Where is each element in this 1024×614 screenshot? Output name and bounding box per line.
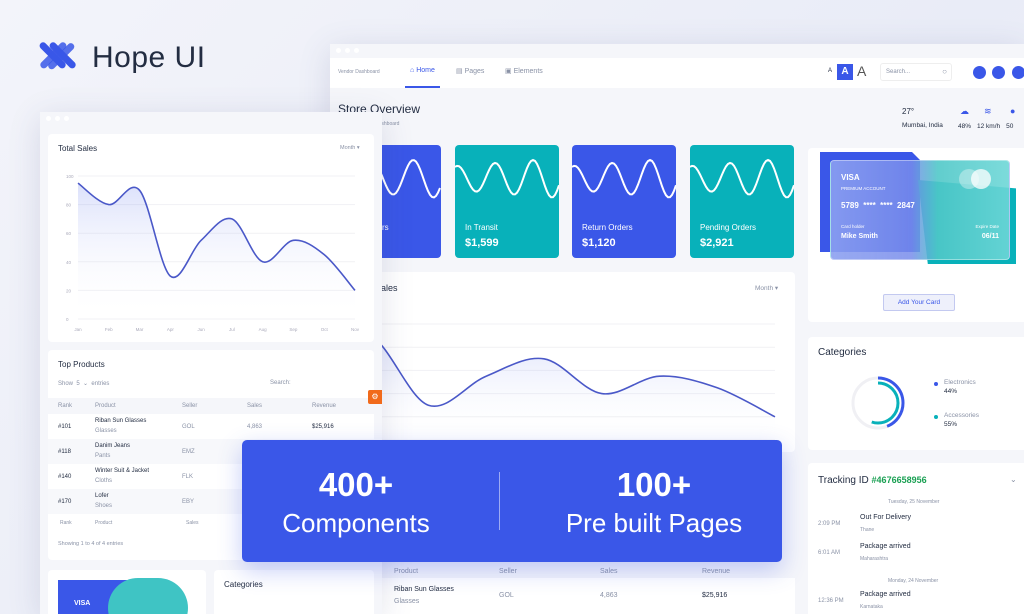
credit-card-panel: VISA PREMIUM ACCOUNT 5789 **** **** 2847… <box>808 148 1024 322</box>
font-small-button[interactable]: A <box>828 68 833 74</box>
font-medium-button[interactable]: A <box>837 64 853 80</box>
top-nav: Vendor Dashboard ⌂ Home ▤ Pages ▣ Elemen… <box>330 58 1024 88</box>
y-tick-label: 100 <box>66 174 74 179</box>
table-search[interactable]: Search: <box>270 380 291 386</box>
card-chip-icon <box>971 169 991 189</box>
settings-gear-button[interactable]: ⚙ <box>368 390 382 404</box>
x-tick-label: Apr <box>167 327 175 332</box>
feature-banner: 400+ Components 100+ Pre built Pages <box>242 440 782 562</box>
sales-chart <box>375 323 776 441</box>
page-subtitle: Dashboard <box>375 121 400 127</box>
cloud-icon: ☁ <box>960 106 969 116</box>
sales-title: ales <box>381 283 398 293</box>
user-icon[interactable] <box>992 66 1005 79</box>
x-tick-label: Feb <box>105 327 113 332</box>
nav-elements[interactable]: ▣ Elements <box>505 68 543 75</box>
x-tick-label: Jun <box>197 327 205 332</box>
categories-card: Categories Electronics 44% Accessories 5… <box>808 337 1024 450</box>
y-tick-label: 60 <box>66 231 72 236</box>
font-large-button[interactable]: A <box>857 63 867 79</box>
total-sales-chart: 0 20 40 60 80 100 Jan Feb Mar Apr Jun Jul Aug Sep Oct N… <box>66 174 360 332</box>
divider <box>499 472 500 530</box>
search-input[interactable]: Search... ○ <box>880 63 952 81</box>
sales-card: ales Month ▾ <box>375 272 795 452</box>
x-tick-label: Oct <box>321 327 329 332</box>
total-sales-card: Total Sales Month ▾ 0 20 40 60 80 100 Jan Feb Ma… <box>48 134 374 342</box>
components-label: Components <box>282 508 430 538</box>
elements-icon: ▣ <box>505 68 512 75</box>
tracking-card: Tracking ID #4676658956 ⌄ Tuesday, 25 No… <box>808 463 1024 614</box>
x-tick-label: Aug <box>259 327 268 332</box>
chevron-down-icon[interactable]: ⌄ <box>1010 475 1017 484</box>
credit-card: VISA PREMIUM ACCOUNT 5789 **** **** 2847… <box>830 160 1010 260</box>
hope-ui-logo-icon <box>39 42 76 70</box>
categories-donut <box>851 376 905 430</box>
components-count: 400+ <box>318 466 394 503</box>
month-dropdown[interactable]: Month ▾ <box>340 145 360 151</box>
y-tick-label: 40 <box>66 260 72 265</box>
nav-home[interactable]: ⌂ Home <box>405 58 440 88</box>
y-tick-label: 20 <box>66 288 72 293</box>
nav-pages[interactable]: ▤ Pages <box>456 68 485 75</box>
mini-card-panel: VISA <box>48 570 206 614</box>
y-tick-label: 80 <box>66 203 72 208</box>
temperature: 27° <box>902 107 915 116</box>
cart-icon[interactable] <box>973 66 986 79</box>
total-sales-title: Total Sales <box>58 144 98 153</box>
settings-icon[interactable] <box>1012 66 1024 79</box>
x-tick-label: Jan <box>74 327 82 332</box>
pages-count: 100+ <box>616 466 692 503</box>
series-line <box>375 337 776 418</box>
x-tick-label: Jul <box>229 327 235 332</box>
stat-card-return-orders: Return Orders $1,120 <box>572 145 676 258</box>
stat-card-in-transit: In Transit $1,599 <box>455 145 559 258</box>
search-icon: ○ <box>942 67 947 76</box>
x-tick-label: Nov <box>351 327 360 332</box>
back-window: Vendor Dashboard ⌂ Home ▤ Pages ▣ Elemen… <box>330 44 1024 614</box>
breadcrumb: Vendor Dashboard <box>338 69 380 75</box>
mini-categories: Categories <box>214 570 374 614</box>
x-tick-label: Sep <box>289 327 298 332</box>
drop-icon: ● <box>1010 106 1016 116</box>
home-icon: ⌂ <box>410 67 415 74</box>
brand-name: Hope UI <box>92 41 206 74</box>
pages-icon: ▤ <box>456 68 463 75</box>
weather-values: 48% 12 km/h 50 <box>958 123 1014 130</box>
series-area <box>375 338 775 440</box>
month-dropdown[interactable]: Month ▾ <box>755 285 779 292</box>
wind-icon: ≋ <box>984 106 992 116</box>
y-tick-label: 0 <box>66 317 69 322</box>
add-card-button[interactable]: Add Your Card <box>883 294 955 311</box>
stat-card-pending-orders: Pending Orders $2,921 <box>690 145 794 258</box>
products-table: Product Seller Sales Revenue Riban Sun G… <box>380 562 795 614</box>
entries-select[interactable]: 5 ⌄ <box>76 381 89 387</box>
location: Mumbai, India <box>902 122 943 129</box>
x-tick-label: Mar <box>136 327 144 332</box>
series-area <box>78 183 355 319</box>
series-line <box>77 182 356 291</box>
pages-label: Pre built Pages <box>565 508 743 538</box>
